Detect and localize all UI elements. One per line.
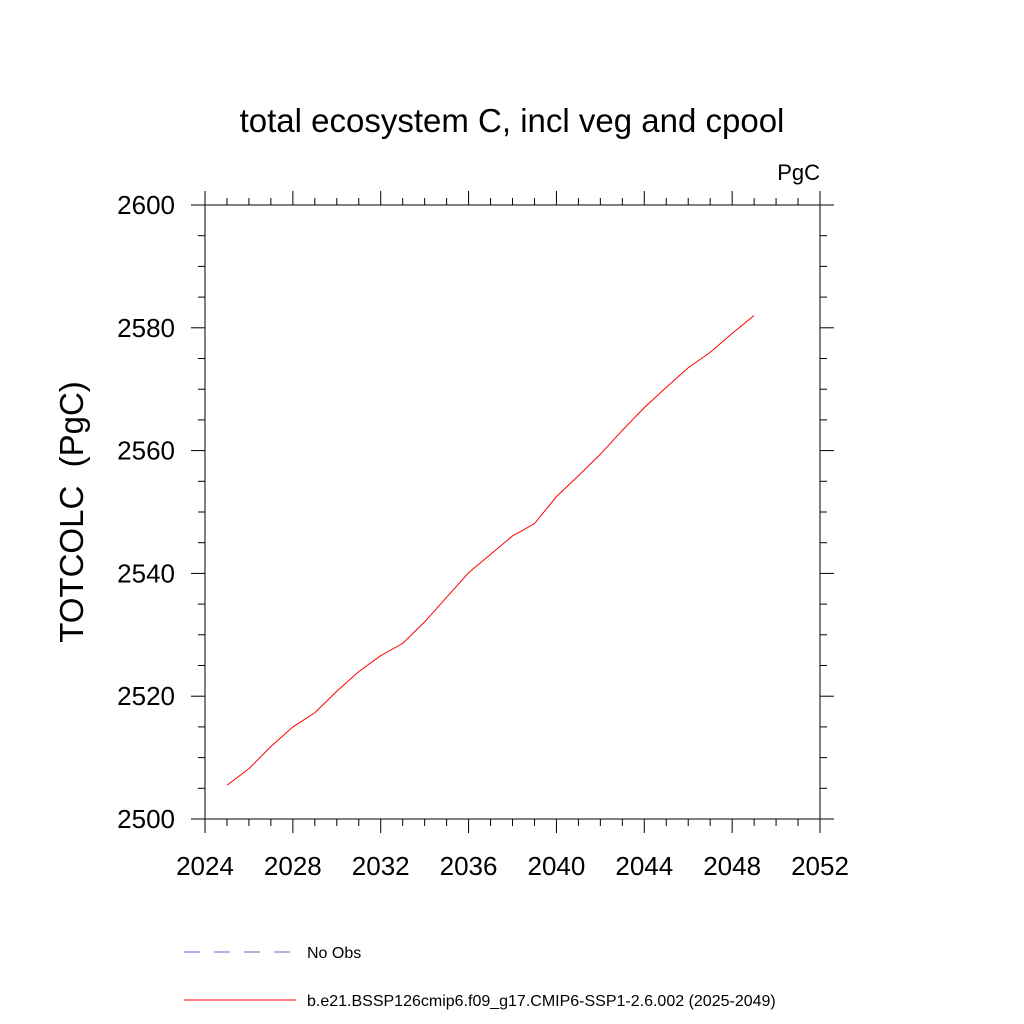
x-tick-label: 2036 xyxy=(440,851,498,881)
axis-ticks xyxy=(191,191,834,833)
series-line-1 xyxy=(226,315,755,786)
units-label: PgC xyxy=(777,160,820,185)
x-tick-label: 2024 xyxy=(176,851,234,881)
legend-label-1: b.e21.BSSP126cmip6.f09_g17.CMIP6-SSP1-2.… xyxy=(307,993,776,1010)
tick-labels: 2024 2028 2032 2036 2040 2044 2048 2052 2500 2520… xyxy=(117,190,849,881)
y-tick-label: 2580 xyxy=(117,313,175,343)
y-tick-label: 2600 xyxy=(117,190,175,220)
y-tick-label: 2500 xyxy=(117,804,175,834)
y-tick-label: 2540 xyxy=(117,558,175,588)
x-tick-label: 2032 xyxy=(352,851,410,881)
series-lines xyxy=(226,315,755,786)
legend: No Obs b.e21.BSSP126cmip6.f09_g17.CMIP6-S… xyxy=(184,945,776,1010)
y-tick-label: 2560 xyxy=(117,436,175,466)
x-tick-label: 2044 xyxy=(615,851,673,881)
chart-title: total ecosystem C, incl veg and cpool xyxy=(240,102,785,139)
x-tick-label: 2028 xyxy=(264,851,322,881)
x-tick-label: 2052 xyxy=(791,851,849,881)
y-axis-label: TOTCOLC (PgC) xyxy=(53,381,90,643)
legend-label-0: No Obs xyxy=(307,945,361,962)
plot-frame xyxy=(204,204,821,820)
x-tick-label: 2040 xyxy=(528,851,586,881)
y-tick-label: 2520 xyxy=(117,681,175,711)
x-tick-label: 2048 xyxy=(703,851,761,881)
